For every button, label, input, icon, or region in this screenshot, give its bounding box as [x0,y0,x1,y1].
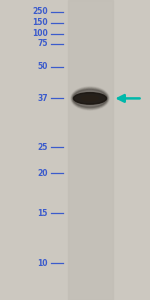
Ellipse shape [74,93,106,104]
Text: 75: 75 [38,39,48,48]
Text: 250: 250 [32,8,48,16]
Ellipse shape [72,88,108,109]
Ellipse shape [72,88,108,109]
Text: 10: 10 [38,259,48,268]
Text: 100: 100 [32,29,48,38]
Text: 37: 37 [37,94,48,103]
Ellipse shape [72,89,108,108]
Ellipse shape [73,89,107,108]
Ellipse shape [82,96,98,101]
Text: 150: 150 [32,18,48,27]
Ellipse shape [73,90,107,107]
Text: 15: 15 [38,208,48,217]
Bar [68,0,112,300]
Text: 25: 25 [38,142,48,152]
Text: 20: 20 [38,169,48,178]
Text: 50: 50 [38,62,48,71]
